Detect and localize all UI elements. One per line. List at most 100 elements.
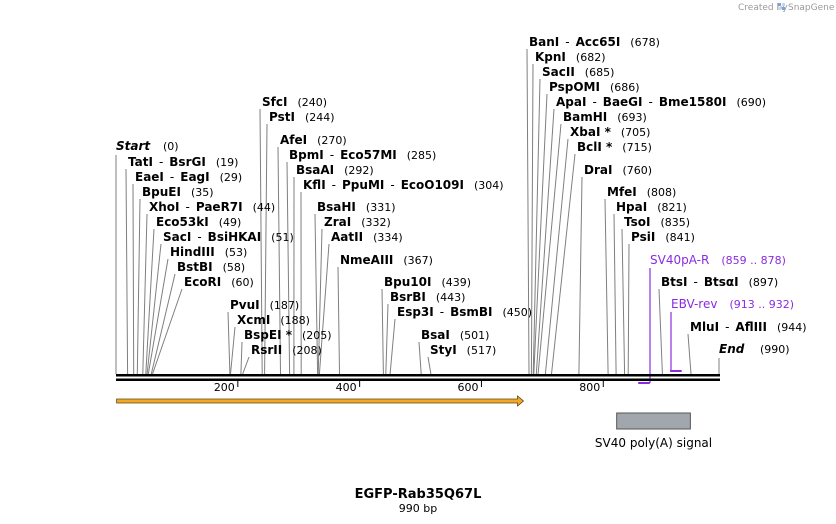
feature-arrow: [116, 395, 525, 407]
site-label-bani[interactable]: BanI - Acc65I (678): [529, 35, 660, 49]
site-label-bcli[interactable]: BclI * (715): [577, 140, 652, 154]
site-label-apai[interactable]: ApaI - BaeGI - Bme1580I (690): [556, 95, 766, 109]
site-label-hpai[interactable]: HpaI (821): [616, 200, 687, 214]
tick-label-600: 600: [457, 381, 478, 394]
site-label-nmeaiii[interactable]: NmeAIII (367): [340, 253, 433, 267]
enzyme-name: EcoO109I: [401, 178, 464, 192]
site-label-eaei[interactable]: EaeI - EagI (29): [135, 170, 242, 184]
enzyme-name: BsrGI: [169, 155, 206, 169]
site-label-psii[interactable]: PsiI (841): [631, 230, 695, 244]
enzyme-name: StyI: [430, 343, 457, 357]
site-label-bspei[interactable]: BspEI * (205): [244, 328, 332, 342]
primer-ebv-rev[interactable]: EBV-rev (913 .. 932): [670, 297, 794, 372]
map-title: EGFP-Rab35Q67L 990 bp: [355, 487, 482, 515]
site-label-bsai[interactable]: BsaI (501): [421, 328, 489, 342]
enzyme-name: XbaI *: [570, 125, 612, 139]
site-label-saci[interactable]: SacI - BsiHKAI (51): [163, 230, 294, 244]
primer-label: SV40pA-R (859 .. 878): [650, 253, 786, 267]
site-label-bpu10i[interactable]: Bpu10I (439): [384, 275, 471, 289]
enzyme-name: BsaHI: [317, 200, 356, 214]
site-label-afei[interactable]: AfeI (270): [280, 133, 347, 147]
site-label-bamhi[interactable]: BamHI (693): [563, 110, 647, 124]
site-label-xhoi[interactable]: XhoI - PaeR7I (44): [149, 200, 275, 214]
site-label-hindiii[interactable]: HindIII (53): [170, 245, 247, 259]
site-label-tsoi[interactable]: TsoI (835): [624, 215, 690, 229]
enzyme-name: XhoI: [149, 200, 180, 214]
site-label-btsi[interactable]: BtsI - BtsαI (897): [661, 275, 778, 289]
site-position: (693): [617, 111, 647, 124]
feature-sv40-poly-a-signal[interactable]: SV40 poly(A) signal: [595, 412, 712, 450]
site-label-drai[interactable]: DraI (760): [584, 163, 652, 177]
site-position: (332): [361, 216, 391, 229]
site-label-sfci[interactable]: SfcI (240): [262, 95, 327, 109]
site-position: (517): [467, 344, 497, 357]
leader-mlui: [687, 333, 692, 375]
leader-aatii: [318, 243, 330, 375]
site-position: (331): [366, 201, 396, 214]
enzyme-name: Eco57MI: [340, 148, 397, 162]
leader-bstbi: [150, 273, 176, 375]
enzyme-name: BanI: [529, 35, 559, 49]
site-position: (501): [460, 329, 490, 342]
site-label-bstbi[interactable]: BstBI (58): [177, 260, 245, 274]
site-label-styi[interactable]: StyI (517): [430, 343, 496, 357]
site-position: (439): [441, 276, 471, 289]
site-label-psti[interactable]: PstI (244): [269, 110, 335, 124]
site-position: (897): [749, 276, 779, 289]
enzyme-name: BspEI *: [244, 328, 293, 342]
site-label-rsrii[interactable]: RsrII (208): [251, 343, 322, 357]
enzyme-name: XcmI: [237, 313, 270, 327]
name-separator: -: [592, 95, 596, 109]
site-position: (187): [270, 299, 300, 312]
site-label-kpni[interactable]: KpnI (682): [535, 50, 606, 64]
snapgene-logo-icon: [778, 3, 785, 10]
enzyme-name: BpmI: [289, 148, 324, 162]
enzyme-name: PsiI: [631, 230, 655, 244]
site-label-pvui[interactable]: PvuI (187): [230, 298, 299, 312]
enzyme-name: PspOMI: [549, 80, 600, 94]
site-label-bsaai[interactable]: BsaAI (292): [296, 163, 374, 177]
site-label-sacii[interactable]: SacII (685): [542, 65, 614, 79]
leader-esp3i: [389, 318, 396, 375]
site-label-ecori[interactable]: EcoRI (60): [184, 275, 254, 289]
tick-label-400: 400: [336, 381, 357, 394]
leader-apai: [535, 108, 555, 375]
site-position: (44): [253, 201, 276, 214]
leader-rsrii: [242, 356, 250, 375]
site-label-aatii[interactable]: AatII (334): [331, 230, 403, 244]
site-label-mlui[interactable]: MluI - AflIII (944): [690, 320, 807, 334]
site-label-bpmi[interactable]: BpmI - Eco57MI (285): [289, 148, 436, 162]
leader-sfci: [259, 108, 263, 375]
enzyme-name: AatII: [331, 230, 363, 244]
enzyme-name: HpaI: [616, 200, 647, 214]
site-label-xcmi[interactable]: XcmI (188): [237, 313, 310, 327]
primer-sv40pa-r[interactable]: SV40pA-R (859 .. 878): [638, 253, 786, 384]
leader-nmeaiii: [337, 266, 340, 375]
site-label-xbai[interactable]: XbaI * (705): [570, 125, 650, 139]
site-label-bsahi[interactable]: BsaHI (331): [317, 200, 396, 214]
feature-egfp[interactable]: [116, 395, 525, 407]
enzyme-name: ZraI: [324, 215, 351, 229]
feature-label: SV40 poly(A) signal: [595, 436, 712, 450]
site-label-pspomi[interactable]: PspOMI (686): [549, 80, 640, 94]
site-position: (29): [220, 171, 243, 184]
primer-name: SV40pA-R: [650, 253, 709, 267]
site-label-bpuei[interactable]: BpuEI (35): [142, 185, 214, 199]
enzyme-name: TatI: [128, 155, 153, 169]
site-label-bsrbi[interactable]: BsrBI (443): [390, 290, 465, 304]
site-label-kfli[interactable]: KflI - PpuMI - EcoO109I (304): [303, 178, 504, 192]
leader-afei: [277, 146, 281, 375]
name-separator: -: [159, 155, 163, 169]
site-label-esp3i[interactable]: Esp3I - BsmBI (450): [397, 305, 532, 319]
site-label-zrai[interactable]: ZraI (332): [324, 215, 391, 229]
site-label-mfei[interactable]: MfeI (808): [607, 185, 676, 199]
site-position: (760): [622, 164, 652, 177]
enzyme-name: BclI *: [577, 140, 613, 154]
enzyme-name: BpuEI: [142, 185, 181, 199]
enzyme-name: BsaAI: [296, 163, 334, 177]
name-separator: -: [330, 148, 334, 162]
site-position: (188): [280, 314, 310, 327]
site-label-eco53ki[interactable]: Eco53kI (49): [156, 215, 241, 229]
enzyme-name: PaeR7I: [196, 200, 243, 214]
site-label-tati[interactable]: TatI - BsrGI (19): [128, 155, 238, 169]
